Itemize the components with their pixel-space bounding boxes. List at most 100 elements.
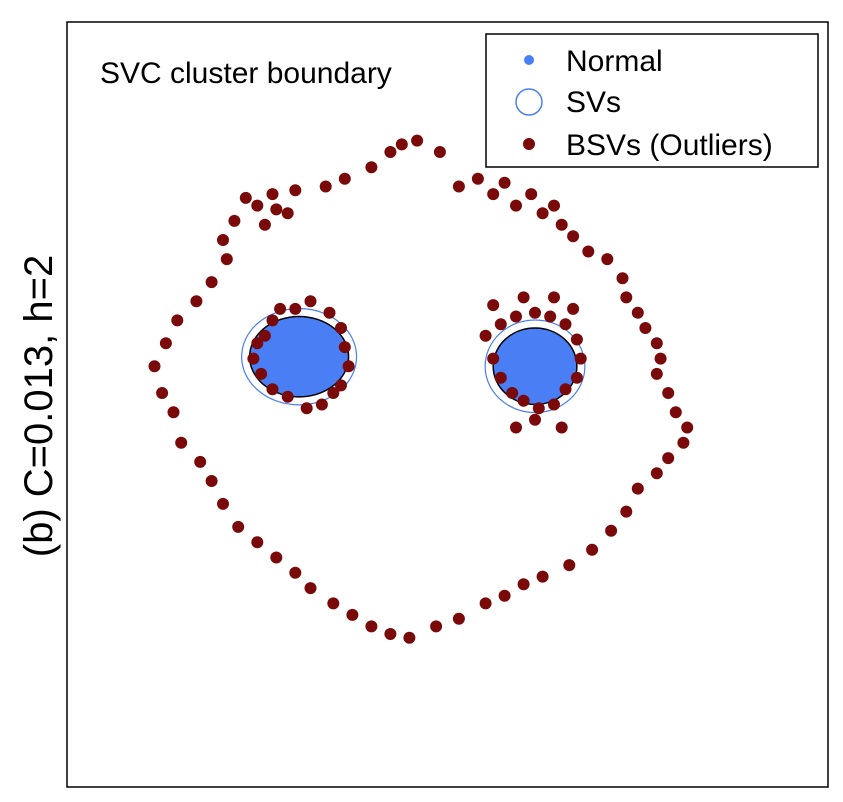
bsv-point	[239, 191, 252, 204]
bsv-point	[536, 207, 549, 220]
bsv-point	[586, 543, 599, 556]
bsv-point	[251, 536, 264, 549]
bsv-point	[258, 329, 271, 342]
bsv-point	[548, 199, 560, 212]
bsv-point	[570, 333, 583, 346]
bsv-point	[620, 505, 633, 518]
bsv-point	[281, 390, 294, 403]
legend-svs-marker	[515, 88, 543, 116]
chart-title: SVC cluster boundary	[100, 57, 392, 90]
bsv-point	[258, 218, 271, 231]
bsv-point	[517, 394, 530, 407]
y-axis-label: (b) C=0.013, h=2	[17, 255, 61, 557]
bsv-point	[570, 371, 583, 384]
bsv-point	[525, 188, 538, 201]
bsv-point	[270, 203, 283, 216]
bsv-point	[487, 188, 500, 201]
bsv-point	[228, 214, 241, 227]
bsv-point	[365, 620, 378, 633]
bsv-point	[304, 295, 317, 308]
bsv-point	[327, 597, 340, 610]
legend-bsvs-marker	[523, 138, 535, 150]
bsv-point	[567, 230, 580, 243]
bsv-point	[274, 302, 287, 315]
bsv-point	[156, 387, 169, 399]
bsv-point	[510, 199, 522, 212]
bsv-point	[289, 302, 302, 315]
bsv-point	[529, 306, 541, 319]
legend-normal-marker	[524, 55, 534, 65]
bsv-point	[251, 337, 264, 350]
bsv-point	[529, 413, 541, 426]
bsv-point	[266, 188, 279, 201]
bsv-point	[194, 455, 207, 468]
normal-cluster-left	[248, 315, 350, 398]
bsv-point	[430, 620, 443, 633]
bsv-point	[669, 406, 682, 419]
bsv-point	[175, 436, 188, 449]
bsv-point	[266, 383, 279, 396]
bsv-point	[498, 176, 511, 189]
bsv-point	[506, 387, 519, 399]
bsv-point	[654, 352, 667, 365]
bsv-point	[650, 467, 663, 480]
points-layer	[148, 134, 694, 644]
bsv-point	[315, 398, 328, 411]
bsv-point	[631, 482, 644, 495]
bsv-point	[300, 402, 313, 415]
bsv-point	[494, 318, 507, 331]
bsv-point	[605, 524, 618, 537]
bsv-point	[190, 295, 203, 308]
bsv-point	[650, 337, 663, 350]
bsv-point	[574, 352, 587, 365]
legend: Normal SVs BSVs (Outliers)	[485, 33, 819, 168]
bsv-point	[403, 631, 416, 644]
bsv-point	[479, 329, 492, 342]
bsv-point	[247, 352, 260, 365]
bsv-point	[323, 306, 336, 319]
bsv-point	[205, 276, 218, 289]
bsv-point	[384, 146, 397, 158]
bsv-point	[335, 379, 347, 392]
bsv-point	[681, 421, 694, 434]
bsv-point	[471, 172, 484, 185]
bsv-point	[159, 337, 172, 350]
bsv-point	[167, 406, 180, 419]
bsv-point	[650, 367, 663, 380]
bsv-point	[517, 578, 530, 591]
bsv-point	[498, 589, 511, 602]
bsv-point	[338, 341, 351, 354]
bsv-point	[395, 138, 408, 151]
bsv-point	[289, 184, 302, 197]
bsv-point	[148, 360, 161, 373]
bsv-point	[266, 314, 279, 327]
bsv-point	[487, 299, 500, 312]
legend-normal-label: Normal	[566, 45, 663, 78]
bsv-point	[494, 371, 507, 384]
bsv-point	[217, 497, 229, 510]
bsv-point	[171, 314, 184, 327]
bsv-point	[601, 253, 614, 266]
bsv-point	[205, 475, 218, 487]
bsv-point	[548, 398, 560, 411]
bsv-point	[346, 608, 359, 621]
bsv-point	[536, 570, 549, 583]
bsv-point	[335, 322, 347, 334]
bsv-point	[555, 421, 568, 434]
bsv-point	[532, 402, 545, 415]
bsv-point	[487, 352, 500, 365]
bsv-point	[338, 172, 351, 185]
bsv-point	[220, 253, 233, 266]
bsv-point	[662, 452, 675, 465]
bsv-point	[639, 322, 652, 334]
bsv-point	[517, 291, 530, 304]
bsv-point	[304, 582, 317, 595]
bsv-point	[616, 272, 629, 285]
bsv-point	[544, 310, 557, 323]
legend-bsvs-label: BSVs (Outliers)	[566, 129, 773, 162]
bsv-point	[433, 146, 446, 158]
bsv-point	[567, 302, 580, 315]
bsv-point	[281, 207, 294, 220]
bsv-point	[452, 612, 465, 625]
bsv-point	[559, 383, 572, 396]
